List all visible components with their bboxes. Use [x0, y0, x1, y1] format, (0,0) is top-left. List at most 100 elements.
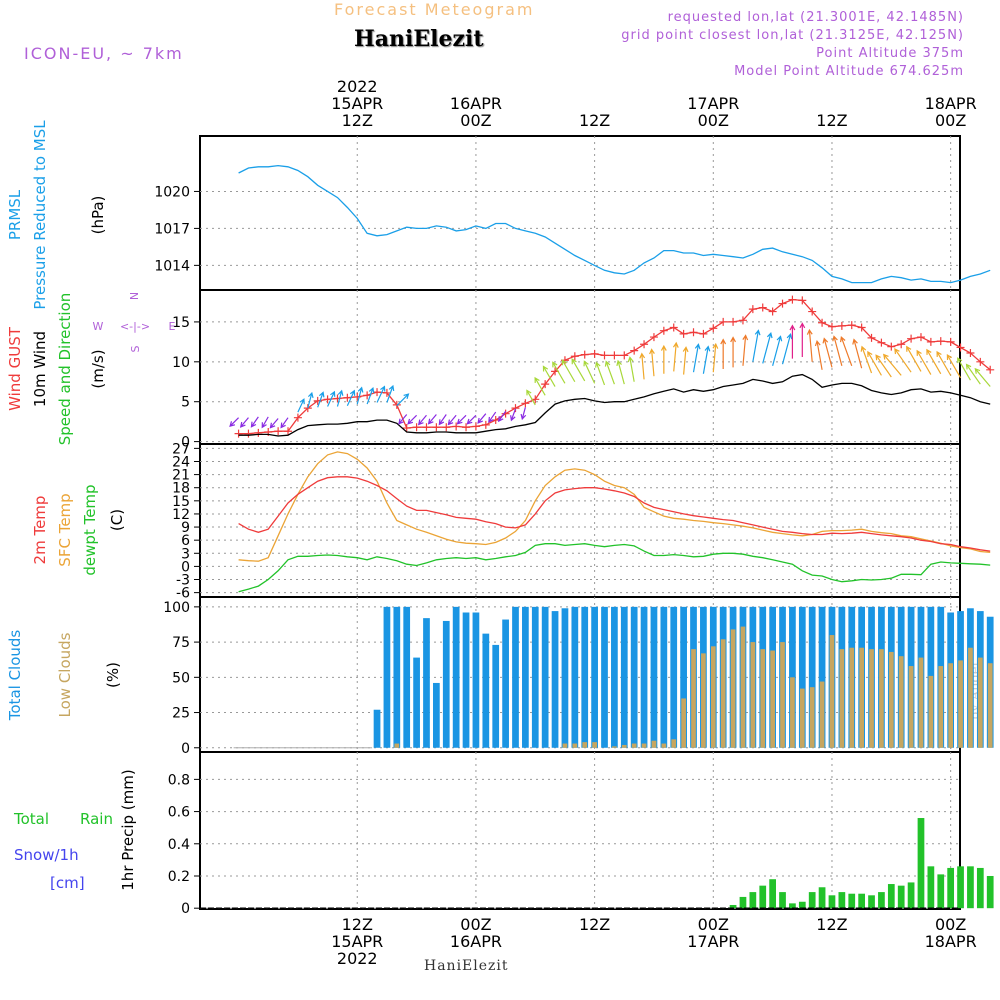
- rain-bar: [957, 866, 964, 909]
- wind-arrow: [438, 414, 447, 426]
- gust-marker: [837, 321, 846, 330]
- gust-marker: [719, 317, 728, 326]
- low-cloud-bar: [582, 742, 588, 748]
- y-tick-label: 0: [181, 741, 190, 757]
- gust-marker: [649, 333, 658, 342]
- rain-label: Rain: [80, 810, 113, 828]
- gust-marker: [471, 422, 480, 431]
- bottom-time-label: 18APR: [925, 932, 977, 951]
- wind-arrow: [639, 352, 646, 380]
- low-cloud-bar: [612, 746, 617, 748]
- y-tick-label: 0.4: [168, 837, 190, 853]
- wind-arrow: [280, 417, 289, 429]
- rain-bar: [868, 895, 875, 909]
- rain-bar: [917, 818, 925, 909]
- wind-arrow: [762, 331, 773, 364]
- rain-bar: [967, 866, 974, 909]
- gust-marker: [877, 338, 886, 347]
- gust-marker: [412, 423, 421, 432]
- gust-line: [238, 298, 991, 435]
- y-tick-label: 75: [172, 635, 190, 651]
- y-tick-label: 1017: [154, 221, 190, 237]
- panel-frame-wind: [199, 289, 961, 445]
- low-cloud-bar: [987, 663, 993, 748]
- compass-e: E: [169, 320, 176, 333]
- top-time-label: 00Z: [935, 111, 966, 130]
- gust-marker: [827, 322, 836, 331]
- wind-arrow: [730, 336, 736, 368]
- gust-marker: [936, 337, 945, 346]
- y-tick-label: 9: [181, 520, 190, 536]
- gust-marker: [669, 323, 678, 332]
- low-cloud-bar: [938, 666, 944, 748]
- requested-location: requested lon,lat (21.3001E, 42.1485N): [667, 10, 964, 25]
- wind-arrow: [965, 363, 981, 385]
- top-time-label: 17APR: [687, 94, 739, 113]
- grid-point-location: grid point closest lon,lat (21.3125E, 42…: [621, 28, 964, 43]
- low-cloud-bar: [968, 647, 973, 748]
- low-cloud-bar: [641, 743, 647, 748]
- bottom-time-label: 00Z: [935, 915, 966, 934]
- product-title: Forecast Meteogram: [334, 0, 535, 19]
- top-time-label: 12Z: [816, 111, 847, 130]
- wind-arrow: [297, 398, 305, 413]
- total-cloud-bar: [541, 606, 549, 748]
- gust-marker: [580, 350, 589, 359]
- gust-marker: [610, 351, 619, 360]
- low-cloud-bar: [908, 666, 914, 748]
- rain-bar: [887, 884, 895, 909]
- wind-arrow: [595, 361, 606, 386]
- gust-marker: [244, 429, 253, 438]
- pressure-line: [238, 164, 991, 284]
- gust-marker: [570, 352, 579, 361]
- rain-bar: [779, 892, 786, 909]
- total-cloud-bar: [462, 612, 470, 748]
- top-time-label: 12Z: [342, 111, 373, 130]
- gust-marker: [818, 318, 827, 327]
- wind-arrow: [239, 417, 249, 428]
- gust-marker: [916, 333, 925, 342]
- model-name: ICON-EU, ~ 7km: [24, 44, 184, 63]
- wind-arrow: [327, 390, 336, 407]
- total-cloud-bar: [373, 709, 381, 748]
- total-cloud-bar: [620, 606, 628, 748]
- low-cloud-bar: [691, 649, 696, 748]
- gust-marker: [956, 343, 965, 352]
- y-tick-label: 27: [172, 441, 190, 457]
- total-cloud-bar: [522, 606, 529, 748]
- rain-bar: [986, 875, 994, 909]
- wind-arrow: [386, 384, 395, 403]
- top-time-label: 2022: [337, 77, 378, 96]
- gust-marker: [442, 423, 451, 432]
- gust-marker: [402, 424, 411, 433]
- bottom-time-label: 12Z: [816, 915, 847, 934]
- low-cloud-bar: [710, 646, 716, 748]
- y-tick-label: 15: [172, 315, 190, 331]
- rain-bar: [808, 892, 816, 909]
- rain-bar: [798, 901, 806, 909]
- sfc-temp-label: SFC Temp: [56, 493, 74, 566]
- panel-frame-clouds: [199, 596, 961, 753]
- y-tick-label: -3: [176, 573, 190, 589]
- y-tick-label: 0: [181, 559, 190, 575]
- total-cloud-bar: [680, 606, 687, 748]
- top-time-label: 18APR: [925, 94, 977, 113]
- gust-marker: [679, 329, 688, 338]
- low-cloud-bar: [730, 629, 736, 748]
- wind-arrow: [822, 337, 833, 368]
- gust-marker: [808, 307, 817, 316]
- wind-arrow: [832, 335, 843, 366]
- wind-arrow: [466, 414, 477, 425]
- low-cloud-bar: [750, 642, 756, 748]
- gust-marker: [422, 423, 431, 432]
- rain-bar: [729, 904, 737, 909]
- gust-marker: [452, 422, 461, 431]
- low-cloud-bar: [740, 626, 746, 748]
- compass-w: W: [93, 320, 104, 333]
- wind-arrow: [261, 416, 269, 429]
- gust-marker: [986, 365, 995, 374]
- rain-bar: [828, 895, 836, 909]
- total-cloud-bar: [818, 606, 826, 748]
- 2m-temp-label: 2m Temp: [31, 496, 49, 565]
